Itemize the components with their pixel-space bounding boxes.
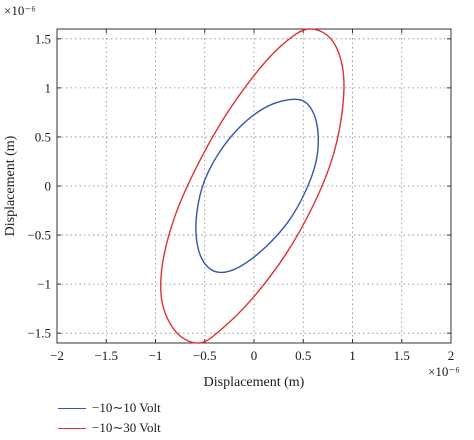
legend-label-series-1: −10∼10 Volt <box>92 400 161 415</box>
legend-item: −10∼10 Volt <box>52 398 161 418</box>
y-tick-label: −1.5 <box>27 326 51 341</box>
legend-item: −10∼30 Volt <box>52 418 161 438</box>
x-tick-label: 2 <box>448 348 455 363</box>
grid <box>57 29 451 343</box>
legend: −10∼10 Volt −10∼30 Volt <box>52 398 161 438</box>
x-tick-label: −0.5 <box>193 348 217 363</box>
x-tick-label: 1 <box>349 348 356 363</box>
legend-swatch-series-2 <box>58 427 86 429</box>
y-tick-label: 0.5 <box>35 129 51 144</box>
x-tick-label: −1.5 <box>94 348 118 363</box>
y-tick-label: −1 <box>37 277 51 292</box>
series-line-2 <box>159 28 345 344</box>
x-tick-label: −1 <box>149 348 163 363</box>
series-lines <box>159 28 345 344</box>
y-axis-title: Displacement (m) <box>3 135 18 236</box>
axis-ticks: −2 −1.5 −1 −0.5 0 0.5 1 1.5 2 −1.5 −1 −0.5 0 0.5 1 1.5 <box>27 29 454 363</box>
legend-swatch-series-1 <box>58 407 86 409</box>
x-axis-exponent-label: ×10⁻⁶ <box>428 364 460 379</box>
x-axis-title: Displacement (m) <box>204 375 305 390</box>
x-tick-label: −2 <box>50 348 64 363</box>
x-tick-label: 0 <box>251 348 258 363</box>
y-tick-label: 0 <box>45 179 52 194</box>
y-tick-label: 1 <box>45 80 52 95</box>
x-tick-label: 0.5 <box>295 348 311 363</box>
y-axis-exponent-label: ×10⁻⁶ <box>4 3 36 18</box>
y-tick-label: −0.5 <box>27 228 51 243</box>
series-line-1 <box>195 98 319 274</box>
y-tick-label: 1.5 <box>35 31 51 46</box>
legend-label-series-2: −10∼30 Volt <box>92 420 161 435</box>
x-tick-label: 1.5 <box>394 348 410 363</box>
